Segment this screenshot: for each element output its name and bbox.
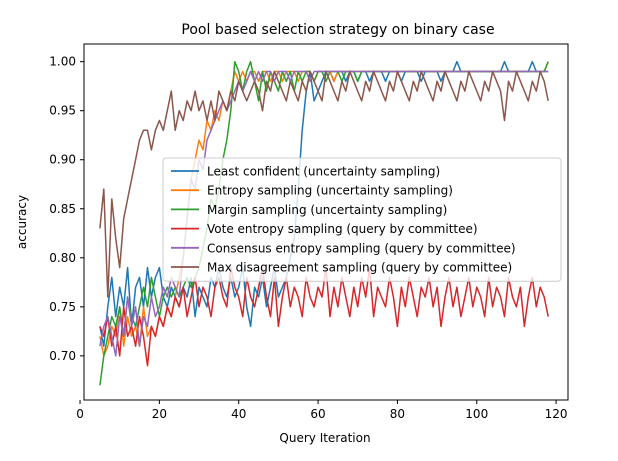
- y-tick-label: 0.85: [49, 202, 76, 216]
- x-tick-label: 60: [310, 407, 325, 421]
- y-tick-label: 0.95: [49, 104, 76, 118]
- x-tick-label: 100: [465, 407, 488, 421]
- y-axis-label: accuracy: [15, 195, 29, 249]
- y-tick-label: 0.70: [49, 349, 76, 363]
- series-line-4: [99, 70, 549, 357]
- y-tick-label: 0.75: [49, 300, 76, 314]
- legend-entry-2: Margin sampling (uncertainty sampling): [207, 203, 447, 217]
- legend-entry-3: Vote entropy sampling (query by committe…: [207, 222, 478, 236]
- series-line-3: [99, 266, 549, 367]
- x-tick-label: 0: [76, 407, 84, 421]
- legend-entry-1: Entropy sampling (uncertainty sampling): [207, 184, 453, 198]
- y-tick-label: 0.90: [49, 153, 76, 167]
- legend: Least confident (uncertainty sampling) En…: [162, 157, 562, 282]
- plot-area: [99, 60, 549, 386]
- chart-title: Pool based selection strategy on binary …: [181, 22, 494, 38]
- legend-entry-0: Least confident (uncertainty sampling): [207, 165, 440, 179]
- x-tick-label: 120: [545, 407, 568, 421]
- x-tick-label: 80: [390, 407, 405, 421]
- x-axis-label: Query Iteration: [279, 431, 370, 445]
- x-tick-label: 40: [231, 407, 246, 421]
- legend-box: [162, 157, 562, 282]
- legend-entry-5: Max disagreement sampling (query by comm…: [207, 261, 512, 275]
- x-tick-label: 20: [152, 407, 167, 421]
- series-line-5: [99, 70, 549, 298]
- x-axis: 0 20 40 60 80 100 120: [76, 400, 568, 421]
- legend-entry-4: Consensus entropy sampling (query by com…: [207, 241, 516, 255]
- y-axis: 0.70 0.75 0.80 0.85 0.90 0.95 1.00: [49, 55, 84, 363]
- y-tick-label: 0.80: [49, 251, 76, 265]
- axes-frame: [83, 43, 569, 401]
- y-tick-label: 1.00: [49, 55, 76, 69]
